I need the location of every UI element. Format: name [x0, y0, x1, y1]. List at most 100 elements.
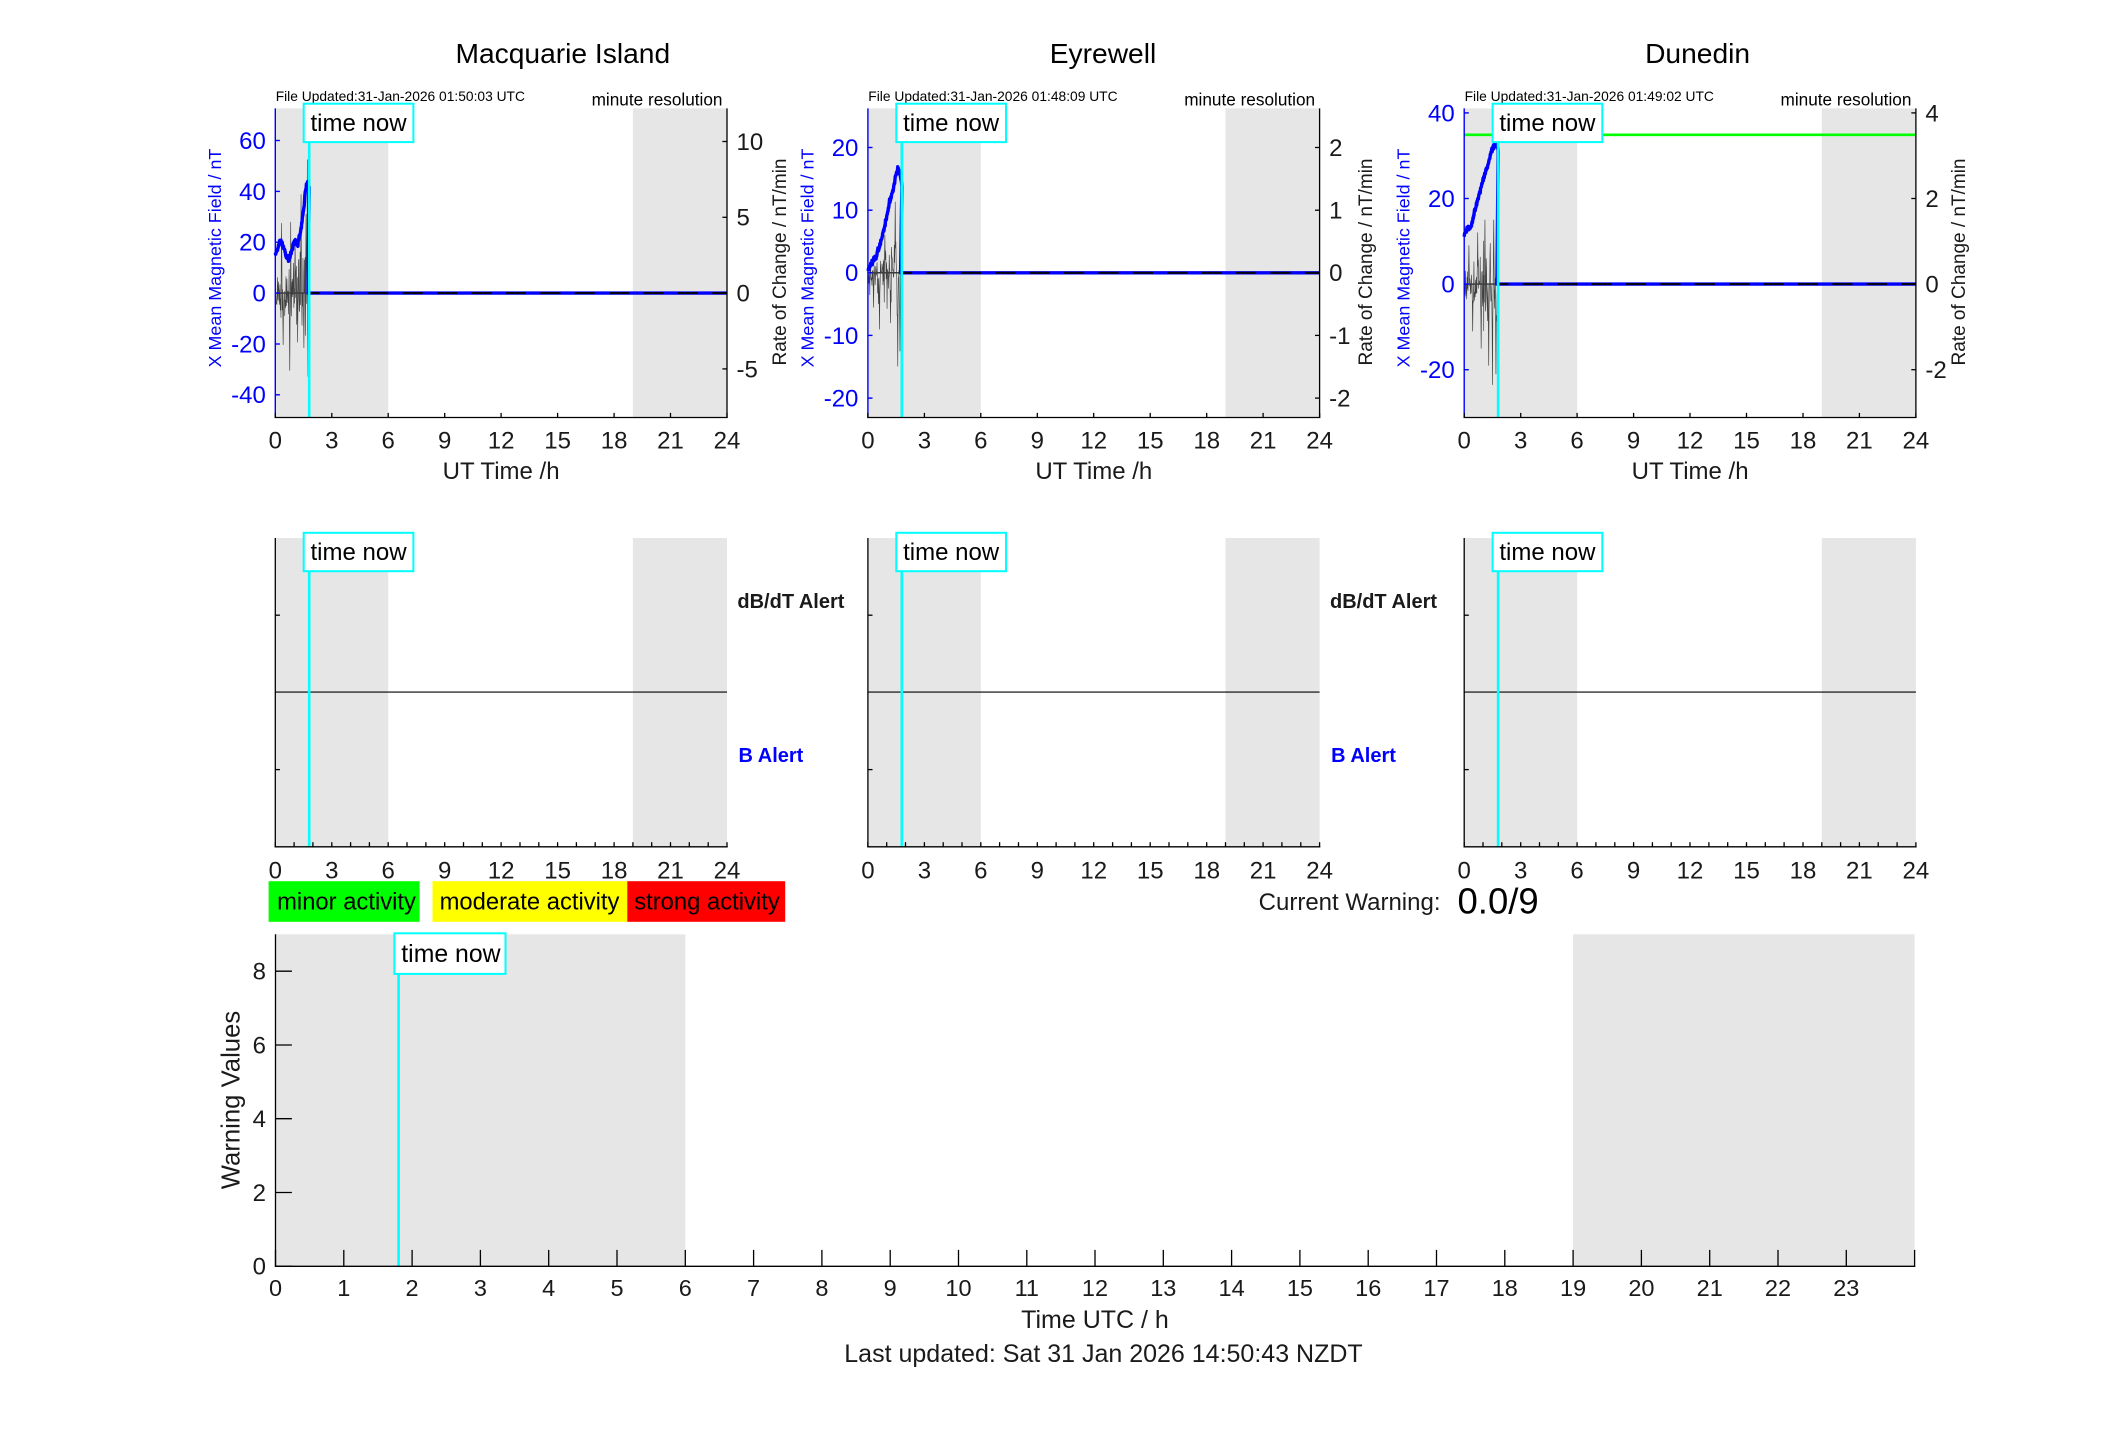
svg-text:3: 3 [325, 428, 338, 455]
svg-text:0: 0 [252, 281, 265, 308]
svg-text:Current Warning:: Current Warning: [1259, 889, 1441, 916]
svg-text:8: 8 [253, 959, 266, 986]
svg-text:20: 20 [832, 135, 859, 162]
svg-text:0: 0 [1441, 272, 1454, 299]
svg-text:UT Time /h: UT Time /h [443, 458, 560, 485]
svg-text:21: 21 [1697, 1275, 1723, 1301]
svg-text:12: 12 [1082, 1275, 1108, 1301]
svg-text:18: 18 [1790, 858, 1817, 885]
svg-text:File Updated:31-Jan-2026 01:48: File Updated:31-Jan-2026 01:48:09 UTC [868, 89, 1117, 104]
svg-text:2: 2 [1925, 186, 1938, 213]
svg-text:6: 6 [1570, 428, 1583, 455]
svg-text:9: 9 [1627, 858, 1640, 885]
svg-text:dB/dT Alert: dB/dT Alert [1330, 591, 1437, 613]
svg-text:0: 0 [1458, 858, 1471, 885]
svg-text:6: 6 [974, 428, 987, 455]
svg-text:40: 40 [1428, 100, 1455, 127]
svg-text:9: 9 [438, 858, 451, 885]
svg-text:time now: time now [903, 539, 1000, 566]
svg-text:time now: time now [311, 539, 408, 566]
svg-text:10: 10 [945, 1275, 971, 1301]
svg-text:time now: time now [1499, 539, 1596, 566]
svg-text:24: 24 [714, 428, 741, 455]
svg-text:12: 12 [1677, 858, 1704, 885]
svg-text:12: 12 [488, 858, 515, 885]
svg-text:21: 21 [657, 858, 684, 885]
svg-text:Time UTC / h: Time UTC / h [1021, 1306, 1169, 1334]
svg-text:X Mean Magnetic Field / nT: X Mean Magnetic Field / nT [1394, 149, 1414, 368]
svg-text:-10: -10 [824, 323, 859, 350]
svg-text:15: 15 [1137, 428, 1164, 455]
svg-text:18: 18 [1193, 428, 1220, 455]
svg-text:4: 4 [542, 1275, 555, 1301]
svg-text:3: 3 [474, 1275, 487, 1301]
svg-text:File Updated:31-Jan-2026 01:49: File Updated:31-Jan-2026 01:49:02 UTC [1465, 89, 1714, 104]
svg-text:9: 9 [884, 1275, 897, 1301]
svg-text:-2: -2 [1329, 386, 1350, 413]
svg-text:24: 24 [1903, 858, 1930, 885]
svg-text:15: 15 [1733, 858, 1760, 885]
svg-text:0: 0 [861, 428, 874, 455]
svg-text:minute resolution: minute resolution [592, 90, 723, 110]
svg-text:File Updated:31-Jan-2026 01:50: File Updated:31-Jan-2026 01:50:03 UTC [276, 89, 525, 104]
svg-text:22: 22 [1765, 1275, 1791, 1301]
svg-text:0: 0 [845, 260, 858, 287]
svg-text:24: 24 [1903, 428, 1930, 455]
svg-text:3: 3 [918, 858, 931, 885]
svg-text:-20: -20 [824, 386, 859, 413]
svg-text:UT Time /h: UT Time /h [1035, 458, 1152, 485]
svg-text:dB/dT Alert: dB/dT Alert [737, 591, 844, 613]
svg-text:21: 21 [1846, 858, 1873, 885]
svg-text:B Alert: B Alert [739, 745, 804, 767]
svg-text:15: 15 [544, 428, 571, 455]
svg-text:12: 12 [1080, 428, 1107, 455]
svg-text:1: 1 [1329, 198, 1342, 225]
svg-text:24: 24 [1306, 428, 1333, 455]
svg-text:3: 3 [325, 858, 338, 885]
svg-text:16: 16 [1355, 1275, 1381, 1301]
svg-text:minute resolution: minute resolution [1781, 90, 1912, 110]
svg-text:15: 15 [1733, 428, 1760, 455]
svg-text:20: 20 [1628, 1275, 1654, 1301]
svg-text:6: 6 [1570, 858, 1583, 885]
svg-text:time now: time now [1499, 110, 1596, 137]
svg-text:15: 15 [544, 858, 571, 885]
svg-text:9: 9 [438, 428, 451, 455]
svg-text:8: 8 [815, 1275, 828, 1301]
svg-text:1: 1 [337, 1275, 350, 1301]
svg-text:-5: -5 [737, 356, 758, 383]
svg-text:0: 0 [253, 1254, 266, 1281]
svg-text:6: 6 [382, 858, 395, 885]
svg-text:18: 18 [1193, 858, 1220, 885]
svg-text:10: 10 [737, 129, 764, 156]
svg-text:5: 5 [737, 205, 750, 232]
svg-text:24: 24 [1306, 858, 1333, 885]
svg-text:9: 9 [1627, 428, 1640, 455]
svg-text:-20: -20 [231, 331, 266, 358]
svg-text:18: 18 [601, 428, 628, 455]
svg-text:X Mean Magnetic Field / nT: X Mean Magnetic Field / nT [205, 149, 225, 368]
svg-text:12: 12 [1080, 858, 1107, 885]
svg-text:moderate activity: moderate activity [440, 889, 620, 916]
svg-text:2: 2 [253, 1180, 266, 1207]
svg-text:14: 14 [1219, 1275, 1245, 1301]
svg-text:X Mean Magnetic Field / nT: X Mean Magnetic Field / nT [797, 149, 817, 368]
svg-text:-20: -20 [1420, 357, 1455, 384]
svg-text:3: 3 [1514, 858, 1527, 885]
svg-text:Macquarie Island: Macquarie Island [455, 37, 670, 69]
svg-text:3: 3 [918, 428, 931, 455]
svg-text:13: 13 [1150, 1275, 1176, 1301]
svg-text:-2: -2 [1925, 357, 1946, 384]
svg-text:21: 21 [1250, 858, 1277, 885]
svg-text:20: 20 [1428, 186, 1455, 213]
svg-text:9: 9 [1031, 428, 1044, 455]
svg-text:0.0/9: 0.0/9 [1458, 881, 1539, 922]
svg-text:time now: time now [311, 110, 408, 137]
svg-text:4: 4 [1925, 100, 1938, 127]
svg-text:0: 0 [269, 1275, 282, 1301]
svg-text:11: 11 [1015, 1275, 1039, 1301]
svg-text:0: 0 [1458, 428, 1471, 455]
svg-text:0: 0 [269, 858, 282, 885]
svg-text:7: 7 [747, 1275, 760, 1301]
svg-text:24: 24 [714, 858, 741, 885]
